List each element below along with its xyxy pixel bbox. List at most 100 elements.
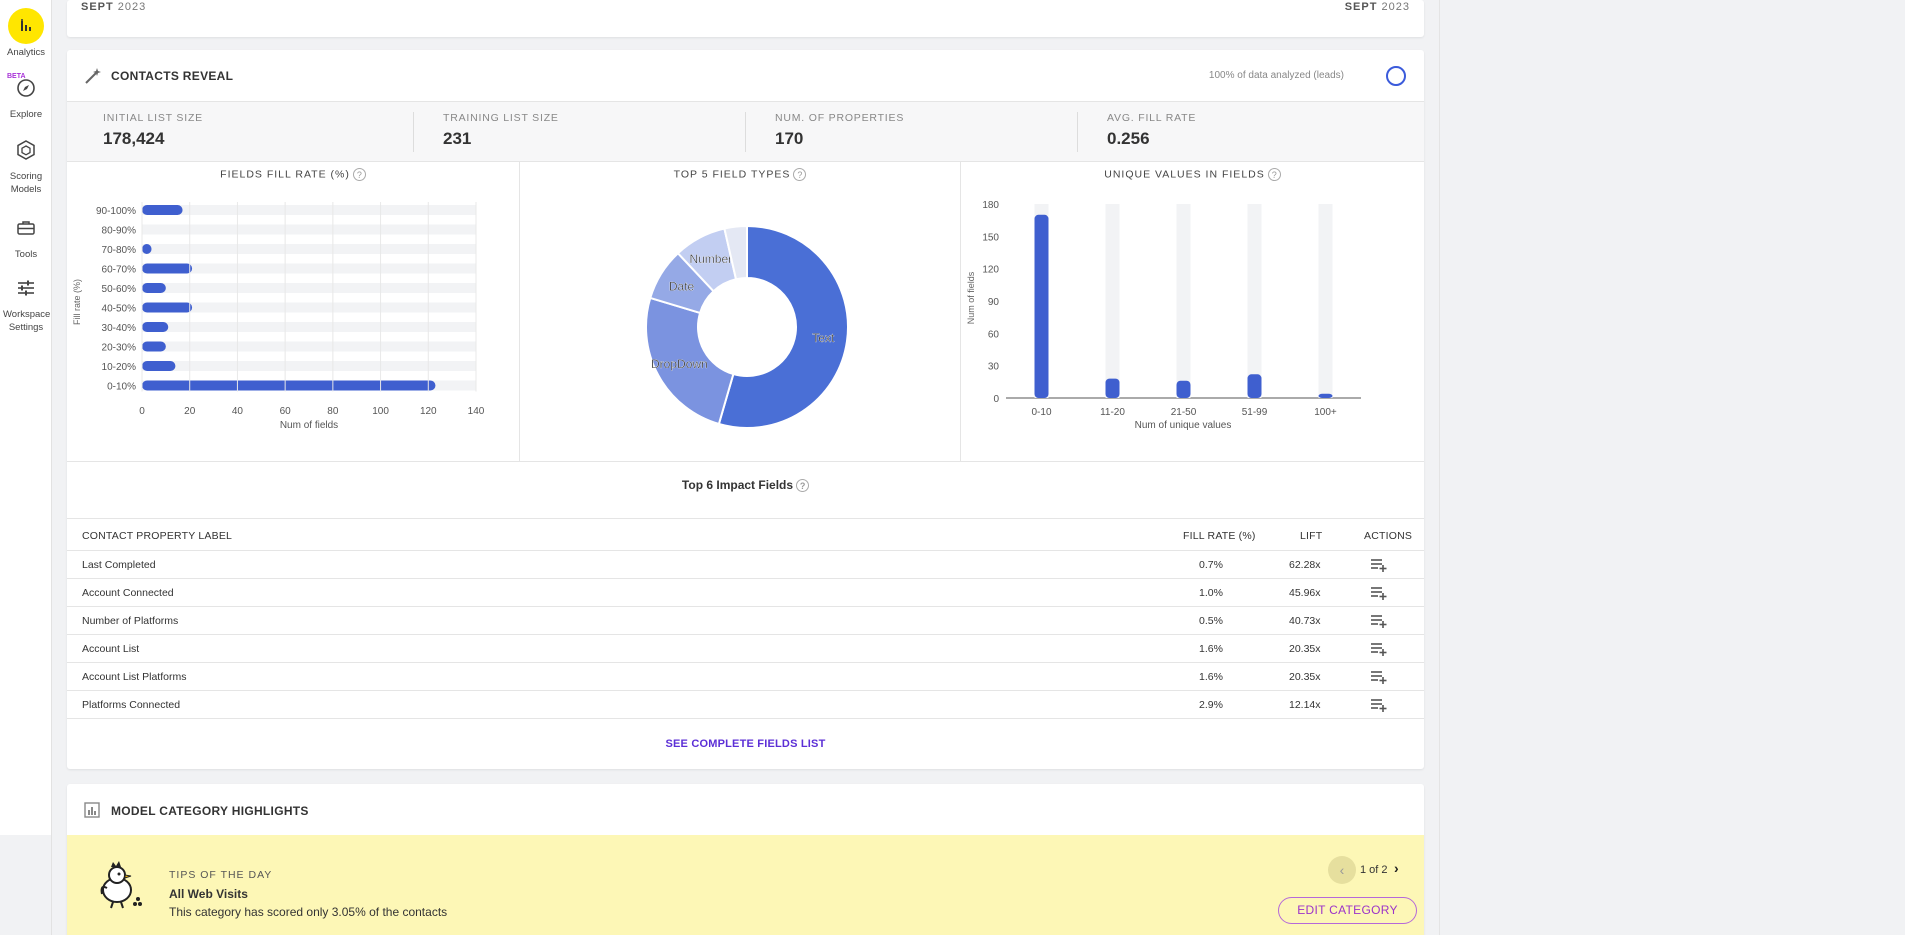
sidebar-item-analytics[interactable]: Analytics bbox=[0, 8, 52, 59]
next-tip-button[interactable]: › bbox=[1394, 860, 1399, 876]
table-row[interactable]: Account Connected 1.0% 45.96x bbox=[67, 579, 1424, 607]
x-tick-label: 100 bbox=[372, 406, 389, 417]
x-tick-label: 51-99 bbox=[1242, 407, 1268, 418]
y-axis-label: Fill rate (%) bbox=[72, 279, 82, 325]
bar-track bbox=[142, 361, 476, 371]
bar bbox=[142, 205, 183, 215]
model-category-card: MODEL CATEGORY HIGHLIGHTS TIPS OF THE DA… bbox=[67, 784, 1424, 935]
stat-value: 0.256 bbox=[1107, 129, 1150, 148]
column-header-lift[interactable]: LIFT bbox=[1300, 530, 1323, 542]
bar bbox=[142, 361, 176, 371]
sidebar-item-explore[interactable]: Explore bbox=[0, 70, 52, 121]
x-tick-label: 20 bbox=[184, 406, 196, 417]
sidebar: Analytics BETA Explore Scoring Models To… bbox=[0, 0, 52, 835]
unique-values-chart: UNIQUE VALUES IN FIELDS? 0 30 60 90 120 150 18… bbox=[960, 162, 1424, 462]
bar bbox=[1034, 214, 1049, 398]
y-tick-label: 20-30% bbox=[102, 343, 137, 354]
chart-title: UNIQUE VALUES IN FIELDS? bbox=[961, 168, 1424, 181]
fill-rate-chart: FIELDS FILL RATE (%)? 90-100% 80-90% 70-80… bbox=[67, 162, 519, 462]
mascot-bird-icon bbox=[100, 861, 142, 909]
table-row[interactable]: Last Completed 0.7% 62.28x bbox=[67, 551, 1424, 579]
contacts-reveal-title: CONTACTS REVEAL bbox=[111, 69, 234, 83]
table-row[interactable]: Number of Platforms 0.5% 40.73x bbox=[67, 607, 1424, 635]
analyzed-progress-ring bbox=[1386, 66, 1406, 86]
model-category-header: MODEL CATEGORY HIGHLIGHTS bbox=[67, 784, 1424, 835]
add-to-list-icon[interactable] bbox=[1370, 669, 1388, 685]
previous-tip-button[interactable]: ‹ bbox=[1328, 856, 1356, 884]
help-icon[interactable]: ? bbox=[1267, 168, 1281, 181]
stats-bar: INITIAL LIST SIZE 178,424 TRAINING LIST … bbox=[67, 102, 1424, 162]
y-tick-label: 60 bbox=[988, 329, 1000, 340]
column-header-actions: ACTIONS bbox=[1364, 530, 1413, 542]
y-tick-label: 90 bbox=[988, 297, 1000, 308]
x-tick-label: 100+ bbox=[1314, 407, 1337, 418]
help-icon[interactable]: ? bbox=[352, 168, 366, 181]
unique-values-bar-chart: 0 30 60 90 120 150 180 0-10 11-20 21-50 51-99 100+ N… bbox=[966, 200, 1361, 431]
analyzed-status: 100% of data analyzed (leads) bbox=[1208, 70, 1344, 81]
chevron-left-icon: ‹ bbox=[1339, 862, 1345, 878]
add-to-list-icon[interactable] bbox=[1370, 697, 1388, 713]
tips-text: This category has scored only 3.05% of t… bbox=[169, 905, 448, 919]
lift-value: 20.35x bbox=[1289, 643, 1321, 655]
y-tick-label: 50-60% bbox=[102, 284, 137, 295]
tips-of-the-day-panel bbox=[67, 835, 1424, 935]
x-tick-label: 11-20 bbox=[1100, 407, 1125, 418]
stat-label: INITIAL LIST SIZE bbox=[103, 112, 203, 124]
donut-slice bbox=[717, 224, 849, 429]
x-axis-label: Num of unique values bbox=[1135, 420, 1232, 431]
x-axis-label: Num of fields bbox=[280, 420, 338, 431]
right-empty-pane bbox=[1439, 0, 1905, 935]
stat-label: AVG. FILL RATE bbox=[1107, 112, 1197, 124]
x-tick-label: 140 bbox=[468, 406, 485, 417]
add-to-list-icon[interactable] bbox=[1370, 613, 1388, 629]
bar-track bbox=[1176, 204, 1191, 398]
y-tick-label: 90-100% bbox=[96, 206, 136, 217]
table-row[interactable]: Platforms Connected 2.9% 12.14x bbox=[67, 691, 1424, 719]
chart-icon bbox=[84, 802, 100, 818]
edit-category-button[interactable]: EDIT CATEGORY bbox=[1278, 897, 1417, 924]
slice-label: Number bbox=[689, 252, 732, 266]
sidebar-item-tools[interactable]: Tools bbox=[0, 210, 52, 261]
property-label: Last Completed bbox=[82, 559, 156, 571]
sidebar-item-workspace-settings[interactable]: Workspace Settings bbox=[0, 270, 52, 334]
bar bbox=[142, 263, 193, 274]
help-icon[interactable]: ? bbox=[796, 479, 810, 493]
date-range-strip: SEPT 2023 SEPT 2023 bbox=[67, 0, 1424, 37]
bar-track bbox=[142, 263, 476, 274]
column-header-fill-rate[interactable]: FILL RATE (%) bbox=[1183, 530, 1256, 542]
y-tick-label: 60-70% bbox=[102, 265, 137, 276]
bar bbox=[1176, 380, 1191, 398]
lift-value: 20.35x bbox=[1289, 671, 1321, 683]
property-label: Account Connected bbox=[82, 587, 174, 599]
help-icon[interactable]: ? bbox=[793, 168, 807, 181]
property-label: Platforms Connected bbox=[82, 699, 181, 711]
main-content: SEPT 2023 SEPT 2023 CONTACTS REVEAL 100%… bbox=[53, 0, 1439, 935]
add-to-list-icon[interactable] bbox=[1370, 557, 1388, 573]
toolbox-icon bbox=[8, 210, 44, 246]
see-complete-fields-list-link[interactable]: SEE COMPLETE FIELDS LIST bbox=[665, 738, 826, 750]
beta-badge: BETA bbox=[7, 73, 26, 80]
table-row[interactable]: Account List 1.6% 20.35x bbox=[67, 635, 1424, 663]
tips-heading: All Web Visits bbox=[169, 887, 248, 901]
bar-track bbox=[142, 302, 476, 313]
analytics-icon bbox=[8, 8, 44, 44]
contacts-reveal-header: CONTACTS REVEAL 100% of data analyzed (l… bbox=[67, 50, 1424, 102]
bar-track bbox=[142, 341, 476, 352]
column-header-label[interactable]: CONTACT PROPERTY LABEL bbox=[82, 530, 233, 542]
stat-value: 170 bbox=[775, 129, 804, 148]
sidebar-item-label: Analytics bbox=[6, 47, 45, 58]
sidebar-item-scoring-models[interactable]: Scoring Models bbox=[0, 132, 52, 196]
table-row[interactable]: Account List Platforms 1.6% 20.35x bbox=[67, 663, 1424, 691]
stat-label: TRAINING LIST SIZE bbox=[443, 112, 559, 124]
stat-divider bbox=[745, 112, 746, 152]
fill-rate-value: 2.9% bbox=[1199, 699, 1223, 711]
add-to-list-icon[interactable] bbox=[1370, 585, 1388, 601]
impact-fields-title: Top 6 Impact Fields? bbox=[67, 478, 1424, 493]
sidebar-footer bbox=[0, 835, 52, 935]
slice-label: Date bbox=[669, 279, 695, 293]
fill-rate-value: 1.6% bbox=[1199, 671, 1223, 683]
stat-divider bbox=[413, 112, 414, 152]
bar-track bbox=[142, 205, 476, 215]
add-to-list-icon[interactable] bbox=[1370, 641, 1388, 657]
sidebar-item-label: Workspace Settings bbox=[3, 309, 51, 333]
